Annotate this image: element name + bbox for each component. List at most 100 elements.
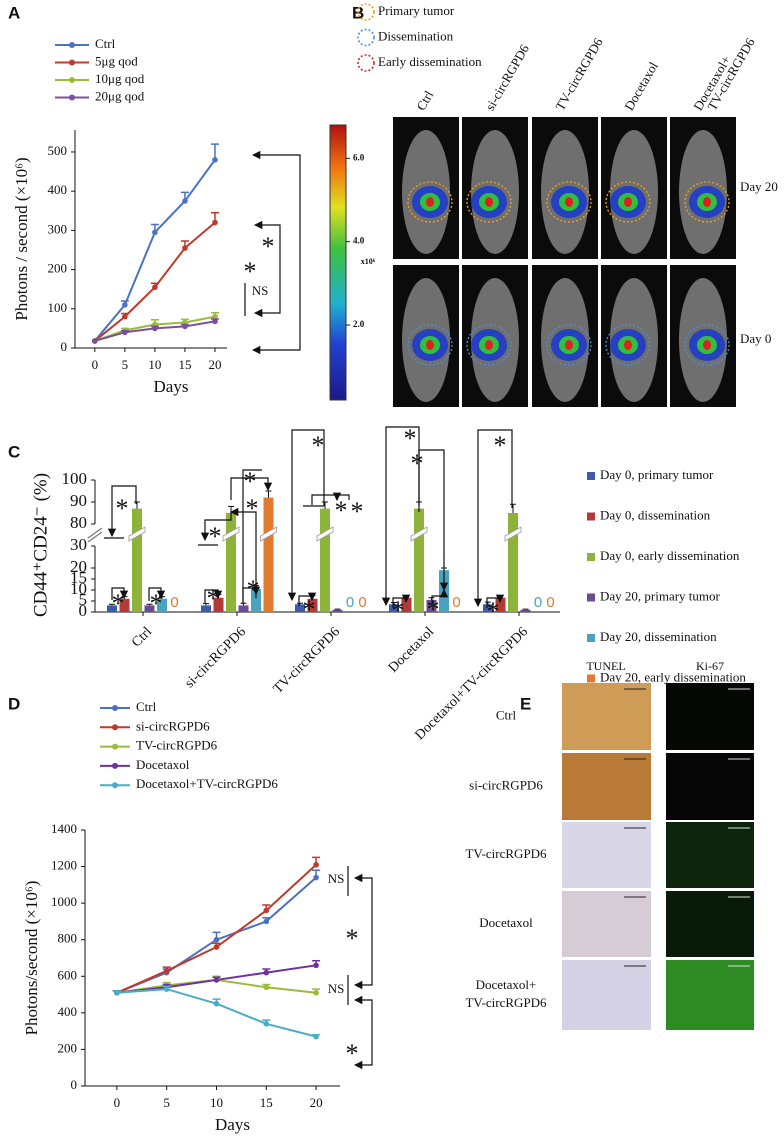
bar <box>495 597 506 612</box>
significance-label: * <box>404 424 417 453</box>
y-tick-label: 100 <box>48 300 68 315</box>
signal <box>426 197 434 207</box>
legend-swatch <box>587 472 595 480</box>
data-point <box>213 944 220 950</box>
bar <box>144 605 155 612</box>
bar <box>332 609 343 612</box>
legend-label: Docetaxol <box>136 757 190 772</box>
significance-label: NS <box>328 981 345 996</box>
column-label: Ctrl <box>413 88 436 113</box>
y-tick-label: 200 <box>48 261 68 276</box>
value-label: 0 <box>170 594 178 611</box>
x-tick-label: 5 <box>122 357 129 372</box>
significance-label: * <box>346 1039 359 1068</box>
bar <box>508 513 518 612</box>
bracket <box>229 507 257 598</box>
bracket <box>107 485 137 538</box>
y-tick-label: 0 <box>71 1077 78 1092</box>
y-tick-label: 1200 <box>51 858 77 873</box>
series-line <box>94 159 216 342</box>
error-bar <box>322 501 328 509</box>
legend-label: Day 0, early dissemination <box>600 548 740 563</box>
y-tick-label: 200 <box>58 1040 78 1055</box>
legend-marker <box>357 54 375 72</box>
significance-label: * <box>411 449 424 478</box>
bar <box>414 508 424 612</box>
y-axis-title: CD44⁺CD24⁻ (%) <box>30 473 51 617</box>
tunel-image <box>562 891 651 957</box>
significance-label: * <box>335 496 348 525</box>
y-tick-label: 80 <box>70 513 87 532</box>
ki67-image <box>666 753 754 820</box>
data-point <box>92 338 98 344</box>
data-point <box>163 986 170 992</box>
x-tick-label: 10 <box>210 1095 223 1110</box>
x-tick-label: Ctrl <box>129 624 155 650</box>
data-point <box>313 962 319 969</box>
data-point <box>213 977 220 983</box>
legend-label: Day 0, primary tumor <box>600 467 714 482</box>
legend-label: 5μg qod <box>95 53 138 68</box>
x-tick-label: Docetaxol <box>386 624 437 675</box>
colorbar <box>329 124 347 401</box>
legend-marker <box>69 59 75 66</box>
error-bar <box>297 602 303 605</box>
legend-swatch <box>587 553 595 561</box>
colorbar-label: 4.0 <box>353 236 365 246</box>
signal <box>426 340 434 350</box>
bar <box>520 609 531 612</box>
bar <box>401 597 412 612</box>
tunel-image <box>562 960 651 1030</box>
signal <box>565 340 573 350</box>
data-point <box>212 219 218 226</box>
panel-label: C <box>8 442 20 461</box>
significance-label: * <box>209 522 222 551</box>
significance-label: * <box>244 467 257 496</box>
significance-label: * <box>303 595 316 624</box>
legend-marker <box>69 77 75 83</box>
x-tick-label: 0 <box>92 357 99 372</box>
data-point <box>313 1033 319 1040</box>
column-label: si-circRGPD6 <box>482 41 532 113</box>
series-line <box>116 864 317 994</box>
legend-swatch <box>587 674 595 683</box>
bar <box>295 604 305 612</box>
panel-label: B <box>352 3 364 22</box>
legend-label: TV-circRGPD6 <box>136 738 218 753</box>
data-point <box>212 318 218 325</box>
bar <box>157 598 167 612</box>
column-label: TV-circRGPD6 <box>552 35 606 113</box>
legend-swatch <box>587 593 595 602</box>
data-point <box>263 969 270 976</box>
signal <box>703 340 711 350</box>
bar-break <box>128 526 146 542</box>
legend-marker <box>112 743 118 750</box>
legend-marker <box>357 28 375 47</box>
data-point <box>212 313 218 320</box>
colorbar-unit: x10⁶ <box>361 257 376 266</box>
series-line <box>116 988 317 1038</box>
row-label: Docetaxol+ <box>476 977 537 992</box>
signal <box>624 340 632 350</box>
legend-label: Early dissemination <box>378 54 482 69</box>
bracket <box>486 594 505 608</box>
error-bar <box>134 501 140 509</box>
row-label: si-circRGPD6 <box>469 777 543 792</box>
tunel-image <box>562 822 651 888</box>
panel-label: D <box>8 694 20 713</box>
data-point <box>263 907 270 914</box>
y-axis-title: Photons / second (×10⁶) <box>12 157 31 320</box>
bracket <box>431 588 449 604</box>
significance-label: * <box>262 232 275 261</box>
bracket <box>337 494 350 500</box>
significance-label: * <box>207 584 220 613</box>
bar <box>226 513 236 612</box>
legend-label: Day 0, dissemination <box>600 507 711 522</box>
data-point <box>182 245 188 251</box>
row-label: Day 20 <box>740 179 778 194</box>
legend-label: Day 20, dissemination <box>600 629 717 644</box>
error-bar <box>334 608 341 610</box>
x-tick-label: 5 <box>163 1095 170 1110</box>
data-point <box>114 989 120 996</box>
